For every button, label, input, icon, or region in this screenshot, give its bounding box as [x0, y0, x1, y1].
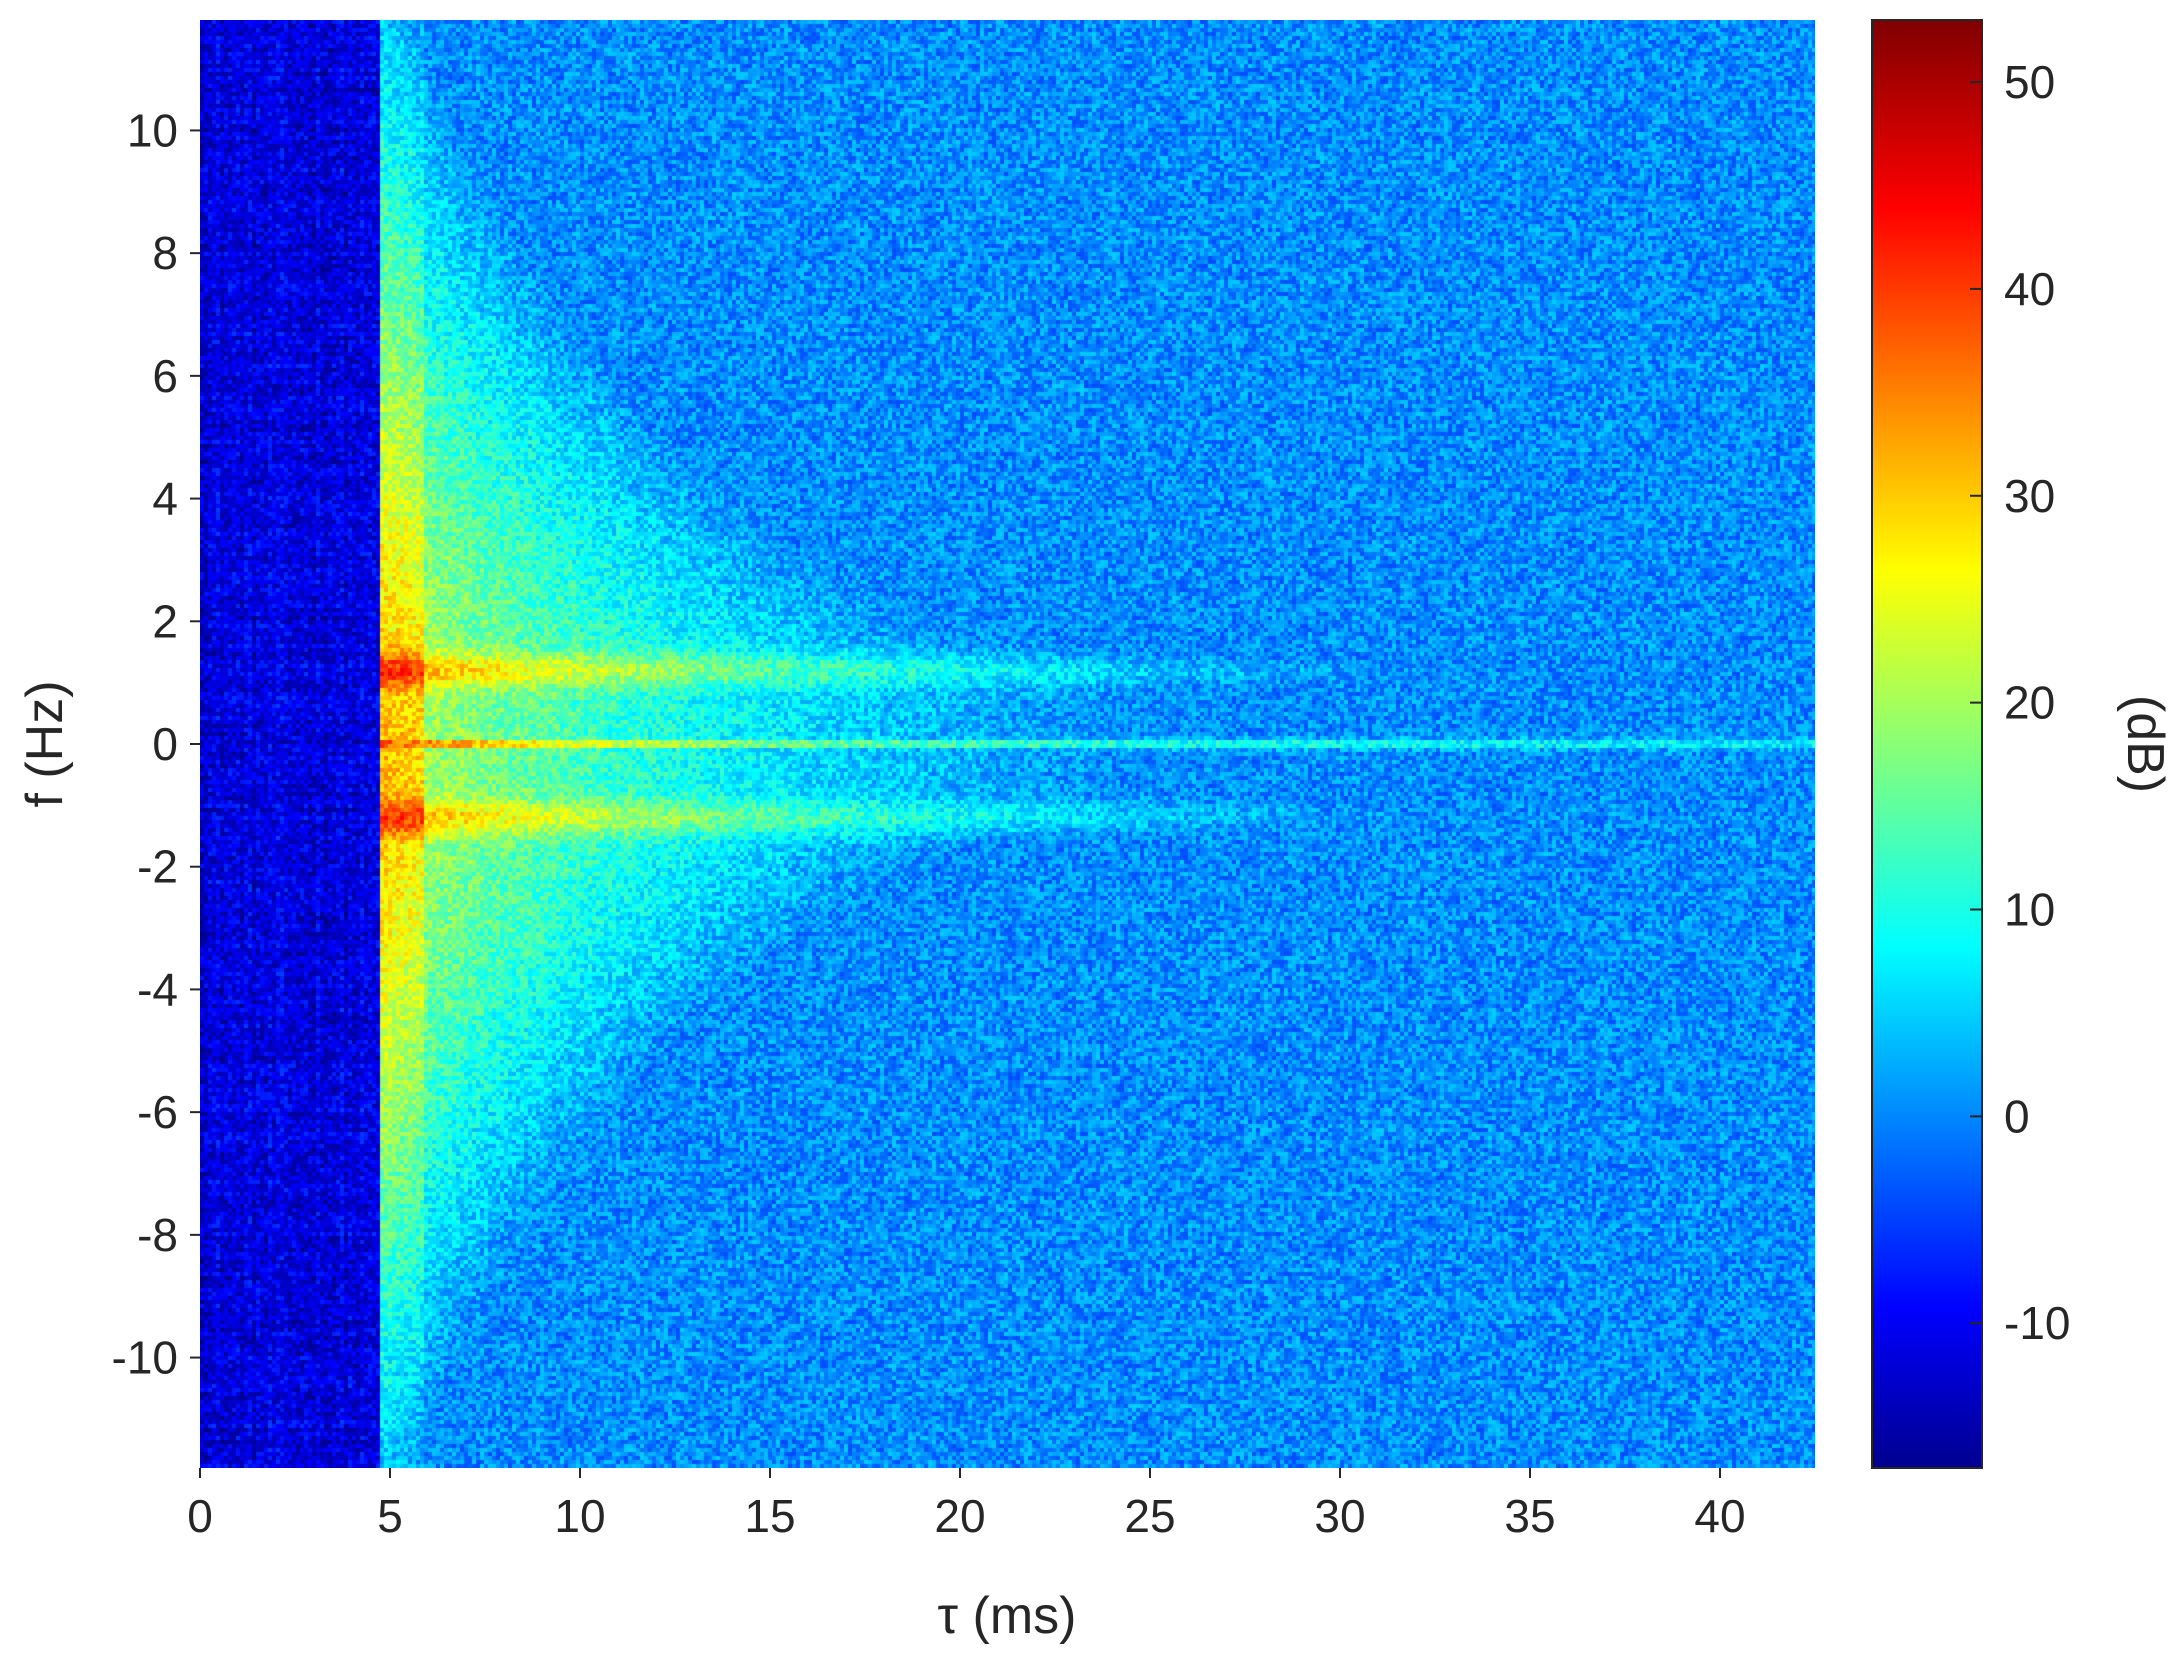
x-axis: 0 5 10 15 20 25 30 35 40: [187, 1468, 1746, 1542]
y-tick-label: 4: [152, 473, 178, 525]
x-tick-label: 25: [1124, 1490, 1175, 1542]
x-axis-label: τ (ms): [938, 1587, 1077, 1645]
y-tick-label: -2: [137, 841, 178, 893]
y-tick-label: 10: [127, 104, 178, 156]
x-tick-label: 20: [934, 1490, 985, 1542]
colorbar-tick-label: 30: [2004, 470, 2055, 522]
colorbar-tick-label: 0: [2004, 1090, 2030, 1142]
x-tick-label: 40: [1694, 1490, 1745, 1542]
colorbar-ticks: 50 40 30 20 10 0 -10: [1970, 56, 2070, 1349]
x-tick-label: 0: [187, 1490, 213, 1542]
colorbar-tick-label: 50: [2004, 56, 2055, 108]
y-tick-label: 2: [152, 595, 178, 647]
colorbar-tick-label: 40: [2004, 263, 2055, 315]
x-tick-label: 30: [1314, 1490, 1365, 1542]
plot-area: [200, 20, 1815, 1468]
heatmap-image: [200, 20, 1815, 1468]
x-tick-label: 35: [1504, 1490, 1555, 1542]
y-tick-label: 0: [152, 718, 178, 770]
colorbar-label: (dB): [2116, 695, 2174, 793]
colorbar-tick-label: 20: [2004, 677, 2055, 729]
y-tick-label: 8: [152, 227, 178, 279]
colorbar-gradient: [1871, 19, 1983, 1469]
y-tick-label: -6: [137, 1086, 178, 1138]
y-axis: 10 8 6 4 2 0 -2 -4 -6 -8 -10: [112, 104, 200, 1384]
y-axis-label: f (Hz): [16, 680, 74, 807]
x-tick-label: 15: [744, 1490, 795, 1542]
colorbar-tick-label: 10: [2004, 883, 2055, 935]
y-tick-label: -4: [137, 963, 178, 1015]
y-tick-label: -8: [137, 1209, 178, 1261]
x-tick-label: 5: [377, 1490, 403, 1542]
colorbar-tick-label: -10: [2004, 1297, 2070, 1349]
x-tick-label: 10: [554, 1490, 605, 1542]
y-tick-label: 6: [152, 350, 178, 402]
y-tick-label: -10: [112, 1332, 178, 1384]
colorbar: 50 40 30 20 10 0 -10 (dB): [1871, 19, 2174, 1469]
